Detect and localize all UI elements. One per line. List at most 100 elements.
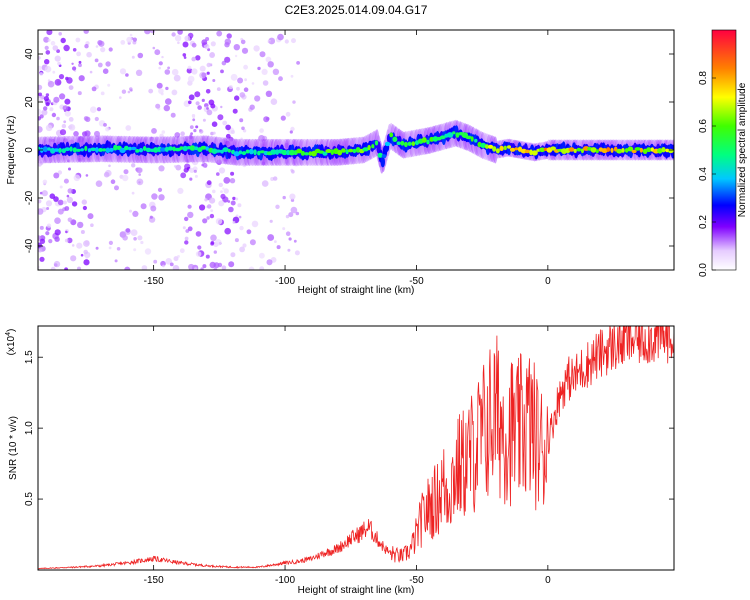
spectrogram-speckle	[45, 124, 53, 132]
snr-y-tick-label: 0.5	[24, 492, 35, 506]
colorbar-label: Normalized spectral amplitude	[737, 82, 748, 217]
spectrogram-speckle	[94, 58, 99, 63]
spectrogram-speckle	[213, 267, 218, 270]
colorbar-frame	[711, 29, 737, 271]
spectrogram-speckle	[216, 172, 220, 176]
spectrogram-speckle	[232, 108, 238, 114]
spectrogram-speckle	[209, 197, 216, 204]
spectrogram-speckle	[78, 63, 82, 68]
spectrogram-ridge-peak	[606, 147, 611, 152]
spectrogram-speckle	[200, 267, 204, 270]
spectrogram-speckle	[244, 78, 248, 82]
spectrogram-speckle	[129, 33, 133, 37]
spectrogram-ridge-peak	[616, 148, 623, 154]
spectrogram-speckle	[42, 179, 48, 185]
spectrogram-speckle	[187, 75, 195, 83]
spectrogram-speckle	[210, 241, 215, 245]
spectrogram-speckle	[49, 107, 54, 112]
spectrogram-speckle	[64, 238, 69, 243]
spectrogram-speckle	[285, 111, 291, 117]
spectrogram-speckle	[295, 211, 300, 216]
spectrogram-speckle	[234, 238, 239, 243]
spectrogram-speckle	[204, 43, 210, 50]
spectrogram-speckle	[197, 245, 202, 250]
spectrogram-ridge-peak	[503, 145, 507, 151]
spectrogram-speckle	[38, 65, 42, 71]
spectrogram-ridge-peak	[576, 147, 582, 152]
snr-frame	[37, 325, 675, 571]
colorbar-tick-label: 0.0	[698, 263, 709, 277]
spectrogram-ridge-peak	[590, 147, 597, 153]
spectrogram-speckle	[39, 191, 43, 195]
spectrogram-speckle	[45, 200, 53, 207]
spectrogram-speckle	[152, 46, 156, 50]
spectrogram-speckle	[218, 167, 226, 174]
spectrogram-speckle	[123, 169, 129, 175]
spectrogram-speckle	[206, 107, 209, 110]
spectrogram-speckle	[216, 87, 221, 91]
spectrogram-speckle	[204, 198, 208, 202]
snr-multiplier: (x104)	[5, 329, 17, 356]
spectrogram-speckle	[39, 225, 44, 230]
spectrogram-x-tick-label: 0	[545, 276, 551, 287]
spectrogram-speckle	[234, 95, 240, 101]
spectrogram-ridge-peak	[446, 132, 454, 138]
spectrogram-speckle	[95, 246, 99, 250]
spectrogram-speckle	[58, 74, 65, 80]
colorbar: 0.0 0.2 0.4 0.6 0.8 Normalized spectral ampl…	[698, 29, 748, 277]
spectrogram-speckle	[70, 255, 77, 262]
spectrogram-speckle	[188, 94, 195, 101]
spectrogram-ridge-peak	[322, 151, 328, 156]
spectrogram-speckle	[177, 187, 184, 194]
spectrogram-speckle	[68, 124, 76, 131]
spectrogram-speckle	[161, 130, 166, 134]
spectrogram-speckle	[76, 242, 83, 249]
spectrogram-speckle	[257, 66, 261, 71]
spectrogram-ridge-peak	[507, 145, 511, 149]
spectrogram-speckle	[39, 98, 43, 102]
snr-series-line	[38, 326, 674, 570]
spectrogram-speckle	[259, 128, 264, 133]
spectrogram-ridge-peak	[384, 141, 391, 147]
spectrogram-speckle	[45, 50, 51, 55]
spectrogram-speckle	[151, 193, 158, 200]
spectrogram-speckle	[136, 167, 143, 174]
spectrogram-speckle	[71, 244, 75, 247]
spectrogram-speckle	[267, 61, 274, 68]
spectrogram-speckle	[141, 265, 148, 270]
spectrogram-speckle	[100, 47, 106, 53]
spectrogram-speckle	[90, 106, 97, 113]
spectrogram-ridge-peak	[404, 141, 408, 148]
spectrogram-speckle	[193, 169, 197, 173]
spectrogram-speckle	[261, 68, 268, 75]
spectrogram-speckle	[248, 266, 255, 270]
spectrogram-speckle	[52, 45, 59, 51]
spectrogram-speckle	[225, 133, 231, 139]
spectrogram-speckle	[187, 204, 192, 209]
spectrogram-ridge-peak	[426, 139, 430, 145]
spectrogram-speckle	[43, 96, 50, 102]
spectrogram-ridge-peak	[72, 147, 77, 153]
spectrogram-speckle	[77, 266, 81, 270]
spectrogram-speckle	[124, 266, 131, 270]
spectrogram-speckle	[263, 116, 270, 123]
spectrogram-speckle	[225, 124, 231, 131]
spectrogram-speckle	[148, 88, 154, 94]
snr-y-label: SNR (10 * v/v)	[8, 416, 19, 480]
spectrogram-ridge-peak	[135, 149, 140, 153]
spectrogram-ridge-peak	[514, 147, 519, 151]
spectrogram-speckle	[195, 125, 199, 129]
spectrogram-speckle	[132, 210, 139, 217]
spectrogram-ridge-peak	[396, 141, 401, 145]
spectrogram-speckle	[53, 96, 60, 103]
spectrogram-x-ticks: -150 -100 -50 0	[144, 30, 551, 287]
spectrogram-speckle	[38, 108, 42, 115]
spectrogram-speckle	[103, 171, 110, 178]
spectrogram-speckle	[153, 259, 158, 264]
spectrogram-speckle	[157, 187, 163, 192]
spectrogram-ridge-peak	[367, 144, 371, 151]
spectrogram-speckle	[201, 72, 207, 78]
spectrogram-speckle	[274, 240, 277, 244]
spectrogram-speckle	[105, 126, 110, 132]
